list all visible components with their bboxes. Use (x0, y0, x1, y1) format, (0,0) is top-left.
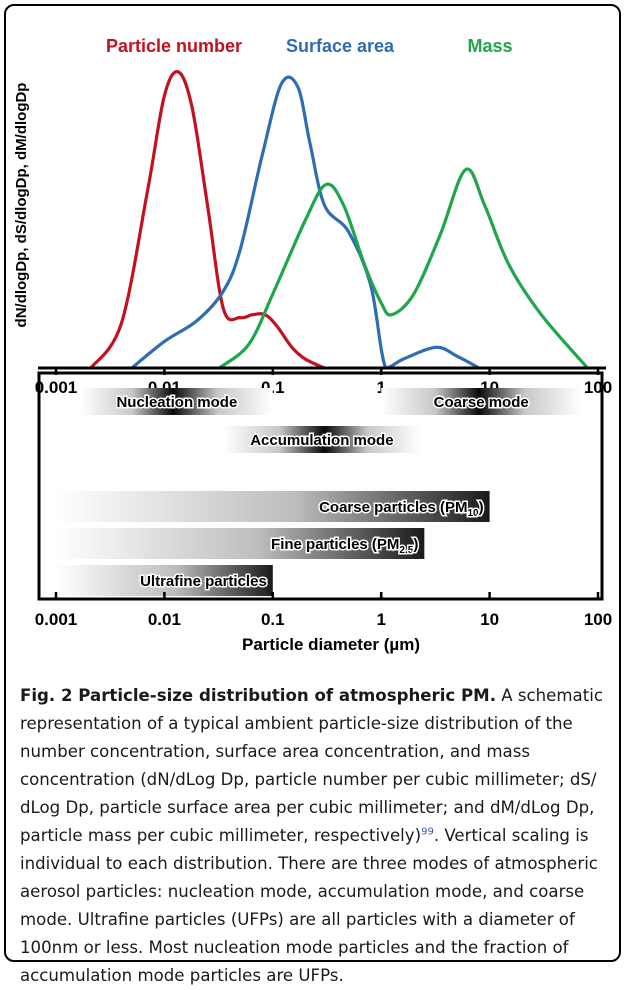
tick-label: 100 (584, 610, 612, 629)
series-line-particle-number (89, 70, 326, 370)
x-axis-ticks-bottom: 0.001 0.01 0.1 1 10 100 (35, 592, 612, 629)
particle-range-label: Ultrafine particles (140, 573, 267, 590)
particle-range-bar (56, 491, 490, 522)
tick-label: 1 (376, 378, 385, 397)
tick-label: 1 (376, 610, 385, 629)
caption-text-continued: . Vertical scaling is individual to each… (20, 826, 598, 985)
x-axis-ticks: 0.001 0.01 0.1 1 10 100 (35, 368, 612, 397)
tick-label: 0.001 (35, 378, 78, 397)
particle-range-label: Coarse particles (PM10) (319, 499, 484, 519)
series-line-surface-area (130, 75, 480, 370)
mode-label: Accumulation mode (250, 432, 393, 449)
mode-bar (381, 388, 582, 415)
tick-label: 10 (480, 610, 499, 629)
mode-label: Coarse mode (434, 394, 529, 411)
x-axis-label: Particle diameter (µm) (242, 635, 420, 654)
particle-range-label: Fine particles (PM2.5) (271, 536, 418, 556)
range-chart-box (37, 371, 604, 601)
legend-label-mass: Mass (467, 36, 512, 56)
tick-label: 0.1 (261, 610, 285, 629)
particle-range-bar (56, 565, 273, 596)
caption-title: Fig. 2 Particle-size distribution of atm… (20, 686, 496, 705)
y-axis-label: dN/dlogDp, dS/dlogDp, dM/dlogDp (13, 83, 30, 328)
figure-caption: Fig. 2 Particle-size distribution of atm… (20, 682, 612, 990)
distribution-chart: dN/dlogDp, dS/dlogDp, dM/dlogDp Particle… (13, 36, 612, 397)
citation-link[interactable]: 99 (421, 826, 434, 838)
particle-range-bar (56, 528, 425, 559)
mode-bar (223, 426, 421, 453)
mode-label: Nucleation mode (116, 394, 237, 411)
legend-label-particle-number: Particle number (106, 36, 242, 56)
legend: Particle number Surface area Mass (106, 36, 513, 56)
tick-label: 0.01 (148, 610, 181, 629)
figure-frame (4, 4, 621, 962)
tick-label: 0.001 (35, 610, 78, 629)
tick-label: 100 (584, 378, 612, 397)
series-group (89, 70, 589, 370)
legend-label-surface-area: Surface area (286, 36, 395, 56)
mode-range-chart: Nucleation mode Accumulation mode Coarse m… (35, 371, 612, 654)
series-line-mass (218, 167, 589, 370)
mode-bar (80, 388, 273, 415)
caption-text: A schematic representation of a typical … (20, 686, 603, 845)
particle-size-figure: dN/dlogDp, dS/dlogDp, dM/dlogDp Particle… (13, 36, 612, 654)
range-bars: Nucleation mode Accumulation mode Coarse m… (56, 388, 582, 596)
